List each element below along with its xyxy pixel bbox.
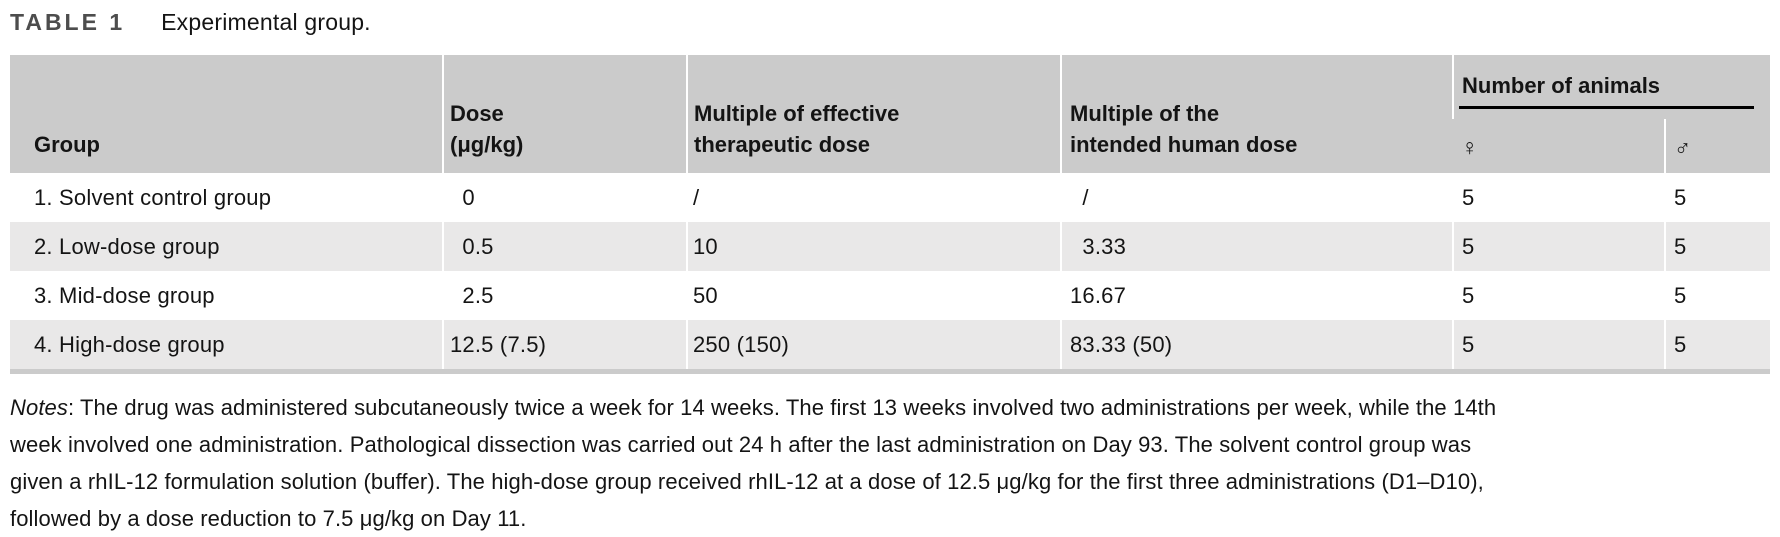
cell-multiple-human: 3.33 [1060, 222, 1453, 271]
table-row-low-dose: 2. Low-dose group 0.5 10 3.33 5 5 [10, 222, 1771, 271]
female-symbol: ♀ [1453, 119, 1665, 173]
cell-dose: 0.5 [442, 222, 687, 271]
cell-multiple-effective: 250 (150) [686, 320, 1061, 369]
cell-multiple-human: 16.67 [1060, 271, 1453, 320]
col-header-dose: Dose (μg/kg) [442, 55, 687, 173]
cell-female-count: 5 [1452, 222, 1665, 271]
cell-group: 3. Mid-dose group [34, 282, 215, 308]
table-notes: Notes: The drug was administered subcuta… [10, 389, 1528, 537]
table-row-high-dose: 4. High-dose group 12.5 (7.5) 250 (150) … [10, 320, 1771, 369]
cell-group: 1. Solvent control group [34, 184, 272, 210]
cell-dose: 0 [442, 173, 687, 222]
table-title: Experimental group. [161, 9, 371, 35]
header-row-top: Group Dose (μg/kg) Multiple of effective… [10, 55, 1771, 173]
cell-female-count: 5 [1452, 320, 1665, 369]
cell-group: 2. Low-dose group [34, 233, 220, 259]
table-row-solvent-control: 1. Solvent control group 0 / / 5 5 [10, 173, 1771, 222]
cell-male-count: 5 [1663, 320, 1771, 369]
col-header-multiple-human: Multiple of the intended human dose [1060, 55, 1453, 173]
cell-male-count: 5 [1663, 271, 1771, 320]
col-header-number-of-animals: Number of animals [1451, 55, 1771, 119]
notes-label: Notes [10, 395, 68, 420]
cell-male-count: 5 [1663, 173, 1771, 222]
cell-female-count: 5 [1452, 271, 1665, 320]
cell-female-count: 5 [1452, 173, 1665, 222]
experimental-group-table: Group Dose (μg/kg) Multiple of effective… [10, 55, 1771, 369]
table-row-mid-dose: 3. Mid-dose group 2.5 50 16.67 5 5 [10, 271, 1771, 320]
cell-dose: 12.5 (7.5) [442, 320, 687, 369]
cell-multiple-human: 83.33 (50) [1060, 320, 1453, 369]
table-caption: TABLE 1 Experimental group. [10, 7, 1770, 38]
notes-body: : The drug was administered subcutaneous… [10, 395, 1497, 531]
col-header-multiple-effective: Multiple of effective therapeutic dose [686, 55, 1061, 173]
male-symbol: ♂ [1663, 119, 1771, 173]
cell-multiple-effective: 50 [686, 271, 1061, 320]
cell-multiple-human: / [1060, 173, 1453, 222]
col-header-group: Group [10, 55, 443, 173]
number-of-animals-label: Number of animals [1459, 55, 1755, 109]
cell-multiple-effective: 10 [686, 222, 1061, 271]
cell-group: 4. High-dose group [34, 331, 225, 357]
table-number-label: TABLE 1 [10, 9, 126, 35]
header-row-symbols: ♀ ♂ [10, 119, 1771, 173]
cell-multiple-effective: / [686, 173, 1061, 222]
experimental-group-table-wrap: Group Dose (μg/kg) Multiple of effective… [10, 55, 1771, 374]
cell-male-count: 5 [1663, 222, 1771, 271]
table-body: 1. Solvent control group 0 / / 5 5 2. Lo… [10, 173, 1771, 369]
cell-dose: 2.5 [442, 271, 687, 320]
table-header: Group Dose (μg/kg) Multiple of effective… [10, 55, 1771, 173]
